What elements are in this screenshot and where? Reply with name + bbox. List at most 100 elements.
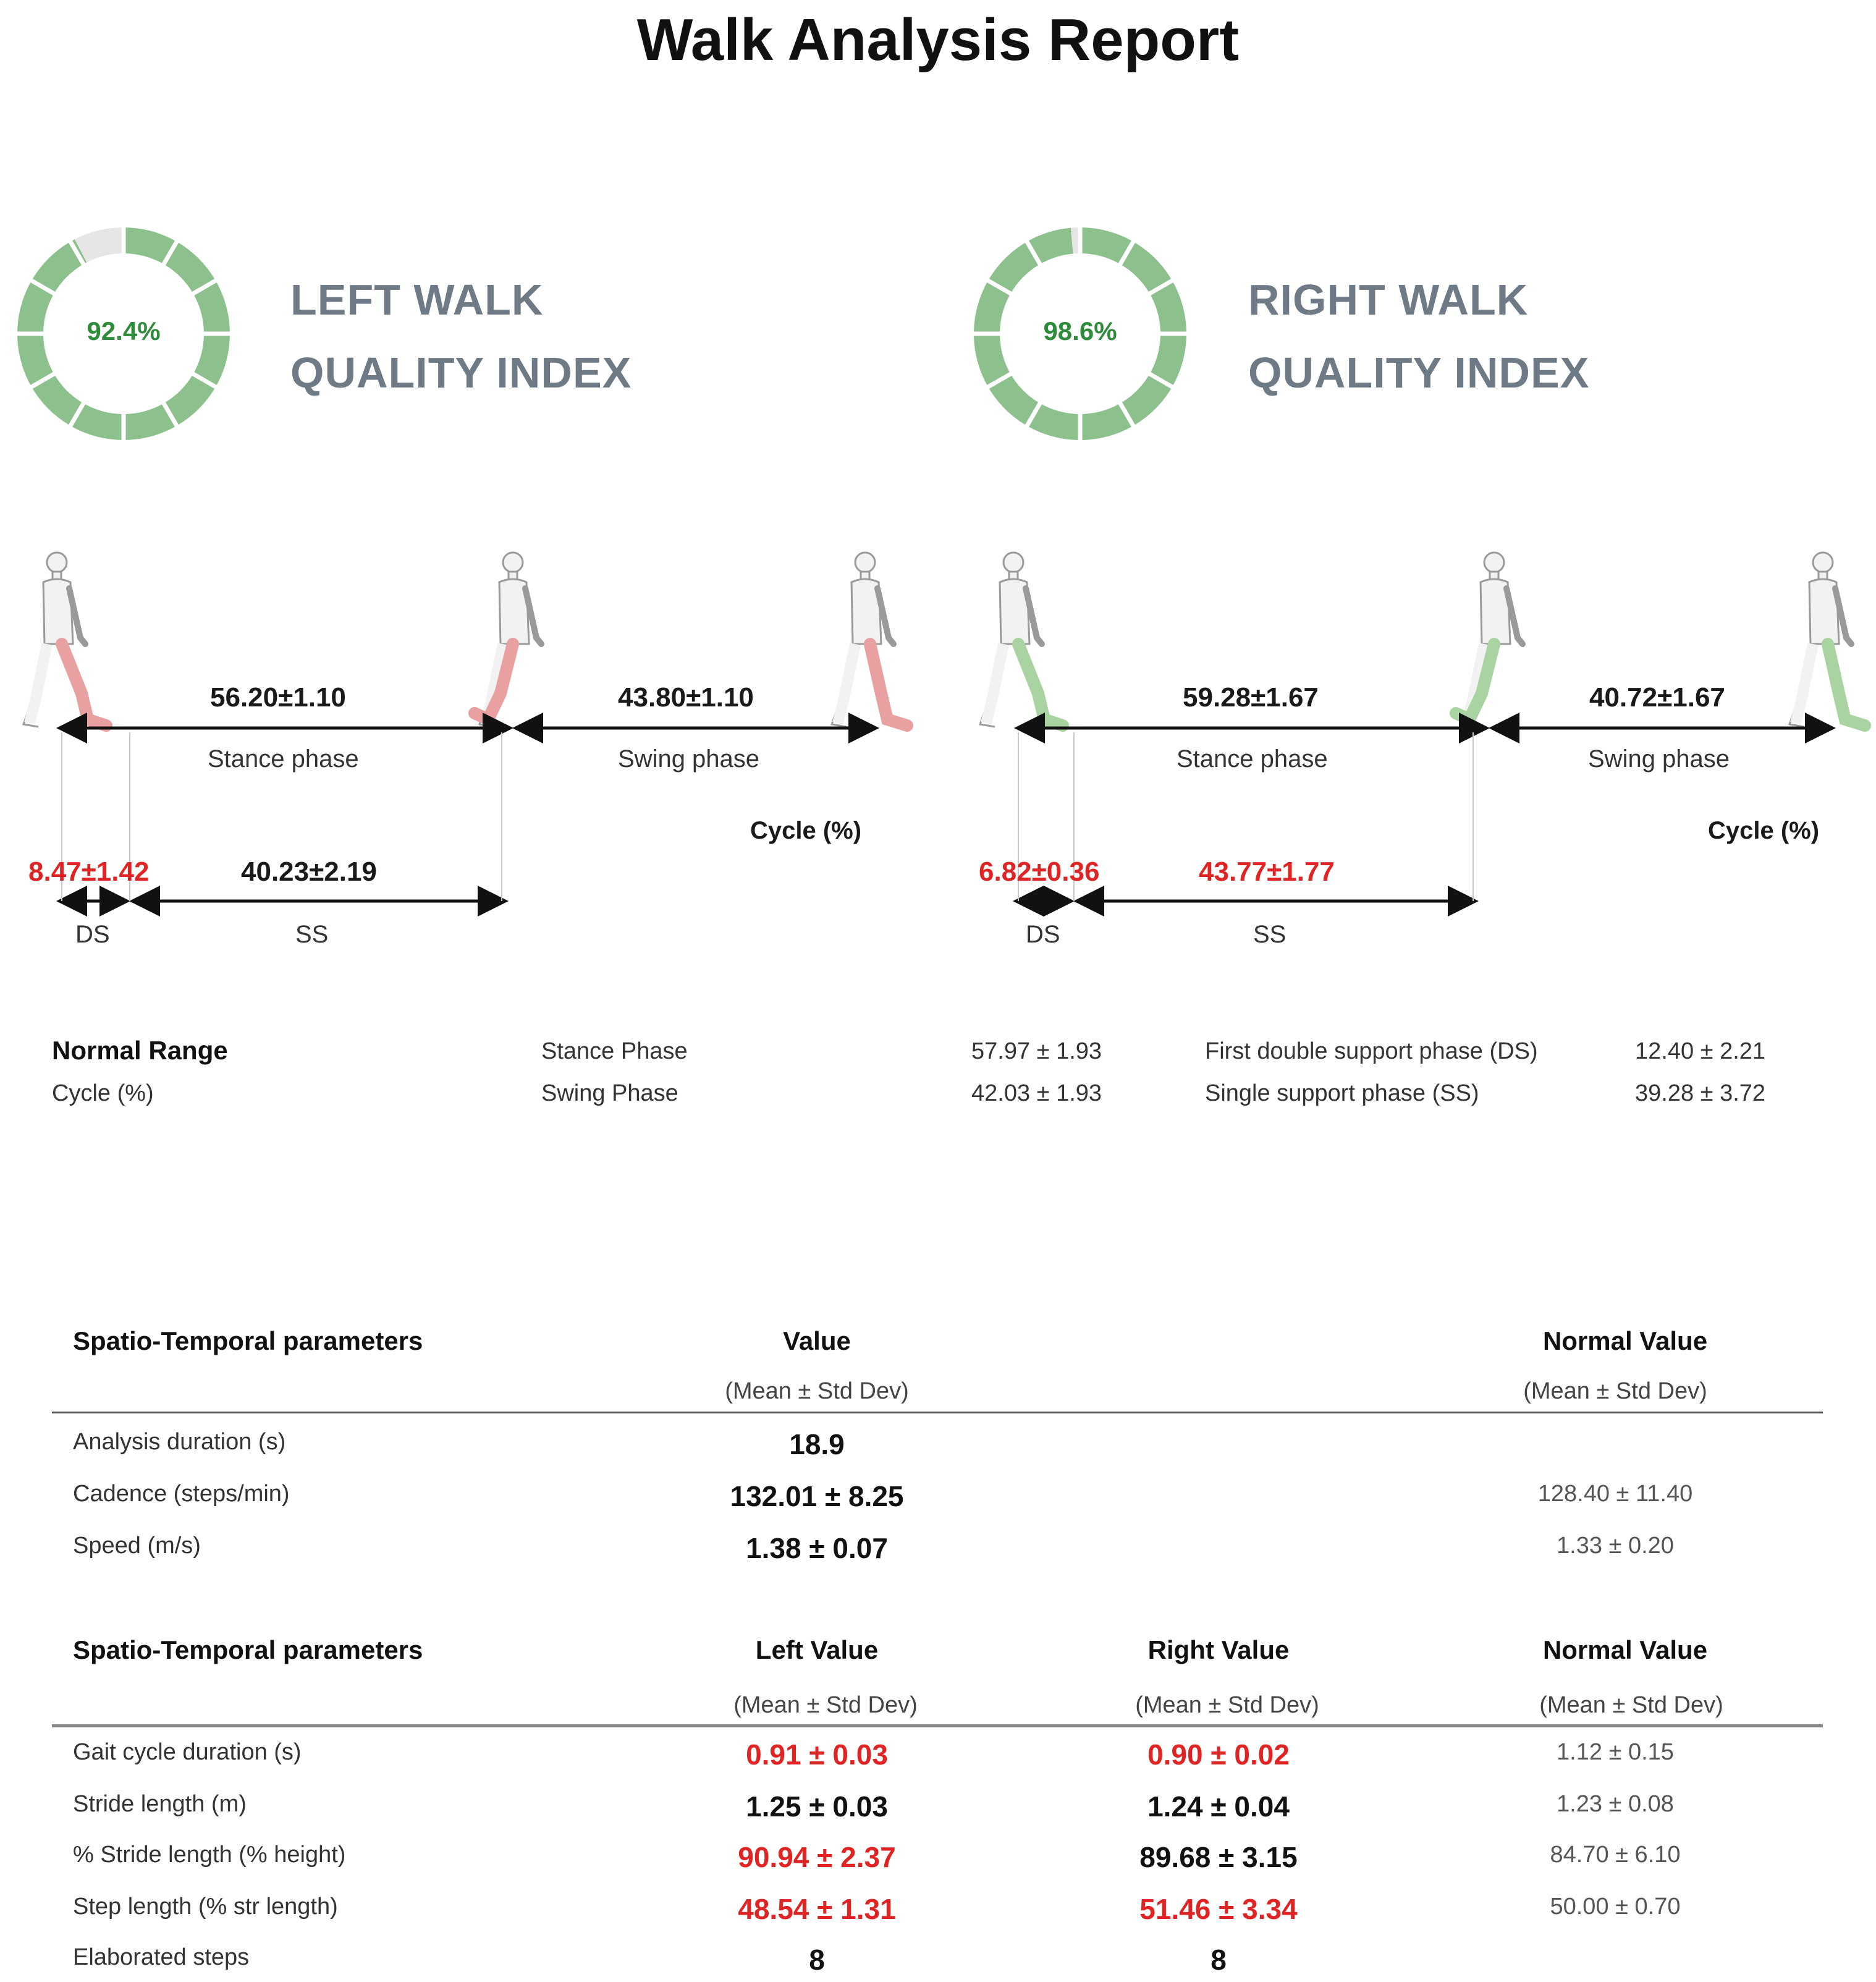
right-walker-2 (1450, 553, 1523, 727)
table2-header-right: Right Value (1147, 1635, 1290, 1664)
normal-ds-value: 12.40 ± 2.21 (1635, 1038, 1766, 1064)
normal-ss-label: Single support phase (SS) (1205, 1080, 1479, 1106)
left-quality-donut (16, 226, 231, 441)
table1-header-name: Spatio-Temporal parameters (73, 1326, 423, 1355)
left-donut-tick (67, 239, 87, 266)
left-walker-1 (23, 553, 112, 727)
right-swing-label: Swing phase (1588, 745, 1730, 773)
right-ds-value: 6.82±0.36 (979, 857, 1100, 887)
table-row-name: Analysis duration (s) (73, 1429, 286, 1455)
right-quality-value: 98.6% (1043, 316, 1117, 345)
left-cycle-label: Cycle (%) (750, 817, 862, 844)
table-row-right: 0.90 ± 0.02 (1147, 1738, 1290, 1771)
normal-stance-label: Stance Phase (541, 1038, 688, 1064)
table-row-normal: 1.33 ± 0.20 (1557, 1533, 1674, 1559)
left-donut-empty-arc (74, 227, 124, 263)
table-row-name: Elaborated steps (73, 1944, 250, 1970)
table-row-name: Step length (% str length) (73, 1894, 338, 1920)
normal-stance-value: 57.97 ± 1.93 (971, 1038, 1102, 1064)
normal-range-heading: Normal Range (52, 1036, 228, 1065)
table-row-value: 132.01 ± 8.25 (730, 1480, 904, 1512)
table2-rule (52, 1724, 1823, 1727)
right-cycle-label: Cycle (%) (1708, 817, 1820, 844)
right-quality-label-line2: QUALITY INDEX (1248, 349, 1590, 397)
left-stance-value: 56.20±1.10 (210, 682, 346, 713)
normal-ss-value: 39.28 ± 3.72 (1635, 1080, 1766, 1106)
table2-header-left: Left Value (755, 1635, 879, 1664)
left-walker-3 (832, 553, 913, 727)
right-donut-tick (1147, 371, 1175, 390)
right-donut-tick (1147, 277, 1175, 297)
table-row-left: 48.54 ± 1.31 (738, 1893, 896, 1925)
table-row-right: 8 (1211, 1944, 1227, 1976)
report-title: Walk Analysis Report (636, 7, 1240, 73)
table-row-name: Cadence (steps/min) (73, 1481, 290, 1507)
right-walker-1 (980, 553, 1069, 727)
table-row-value: 18.9 (789, 1428, 845, 1460)
table-row-name: Speed (m/s) (73, 1533, 201, 1559)
left-donut-tick (191, 371, 218, 390)
right-ds-label: DS (1026, 921, 1060, 948)
right-donut-tick (1117, 401, 1136, 428)
right-donut-empty-arc (1070, 227, 1080, 254)
left-donut-tick (191, 277, 218, 297)
left-quality-label-line1: LEFT WALK (290, 276, 544, 324)
left-ds-value: 8.47±1.42 (28, 857, 150, 887)
right-donut-tick (1117, 239, 1136, 266)
left-swing-label: Swing phase (618, 745, 760, 773)
left-donut-tick (161, 239, 180, 266)
left-donut-tick (67, 401, 87, 428)
table-row-normal: 84.70 ± 6.10 (1550, 1842, 1681, 1868)
right-stance-label: Stance phase (1177, 745, 1328, 773)
table1-header-normal: Normal Value (1542, 1326, 1708, 1355)
table2-header-normal-sub: (Mean ± Std Dev) (1539, 1692, 1723, 1718)
normal-ds-label: First double support phase (DS) (1205, 1038, 1538, 1064)
table-row-left: 0.91 ± 0.03 (746, 1738, 888, 1771)
right-donut-tick (1024, 239, 1043, 266)
right-donut-tick (986, 277, 1013, 297)
table1-header-value-sub: (Mean ± Std Dev) (725, 1378, 909, 1404)
table-row-value: 1.38 ± 0.07 (746, 1532, 888, 1564)
table-row-right: 89.68 ± 3.15 (1139, 1841, 1298, 1873)
table-row-name: Stride length (m) (73, 1791, 247, 1817)
table-row-name: % Stride length (% height) (73, 1842, 346, 1868)
left-ss-value: 40.23±2.19 (241, 857, 377, 887)
right-quality-label: RIGHT WALK QUALITY INDEX (1248, 263, 1589, 409)
table-row-normal: 1.23 ± 0.08 (1557, 1791, 1674, 1817)
left-ds-label: DS (75, 921, 110, 948)
left-ss-label: SS (295, 921, 329, 948)
table2-header-right-sub: (Mean ± Std Dev) (1135, 1692, 1319, 1718)
table1-header-normal-sub: (Mean ± Std Dev) (1523, 1378, 1707, 1404)
left-quality-label-line2: QUALITY INDEX (290, 349, 632, 397)
left-donut-tick (161, 401, 180, 428)
right-donut-tick (986, 371, 1013, 390)
left-donut-tick (29, 277, 56, 297)
right-ss-label: SS (1253, 921, 1287, 948)
table2-header-left-sub: (Mean ± Std Dev) (733, 1692, 918, 1718)
table1-header-value: Value (783, 1326, 851, 1355)
left-quality-value: 92.4% (87, 316, 161, 345)
table-row-right: 51.46 ± 3.34 (1139, 1893, 1298, 1925)
gait-cycle-diagram (0, 531, 1871, 917)
left-quality-label: LEFT WALK QUALITY INDEX (290, 263, 632, 409)
table1-rule (52, 1412, 1823, 1413)
normal-swing-label: Swing Phase (541, 1080, 678, 1106)
table2-header-name: Spatio-Temporal parameters (73, 1635, 423, 1664)
left-walker-2 (468, 553, 541, 727)
normal-swing-value: 42.03 ± 1.93 (971, 1080, 1102, 1106)
right-quality-label-line1: RIGHT WALK (1248, 276, 1529, 324)
right-swing-value: 40.72±1.67 (1589, 682, 1725, 713)
table2-header-normal: Normal Value (1542, 1635, 1708, 1664)
table-row-left: 8 (809, 1944, 825, 1976)
normal-range-unit: Cycle (%) (52, 1080, 154, 1106)
table-row-right: 1.24 ± 0.04 (1147, 1790, 1290, 1823)
right-quality-donut (973, 226, 1188, 441)
table-row-name: Gait cycle duration (s) (73, 1739, 302, 1765)
table-row-normal: 128.40 ± 11.40 (1537, 1481, 1693, 1507)
left-swing-value: 43.80±1.10 (618, 682, 754, 713)
right-walker-3 (1789, 553, 1871, 727)
left-stance-label: Stance phase (208, 745, 359, 773)
right-stance-value: 59.28±1.67 (1183, 682, 1319, 713)
right-ss-value: 43.77±1.77 (1199, 857, 1335, 887)
right-donut-tick (1024, 401, 1043, 428)
